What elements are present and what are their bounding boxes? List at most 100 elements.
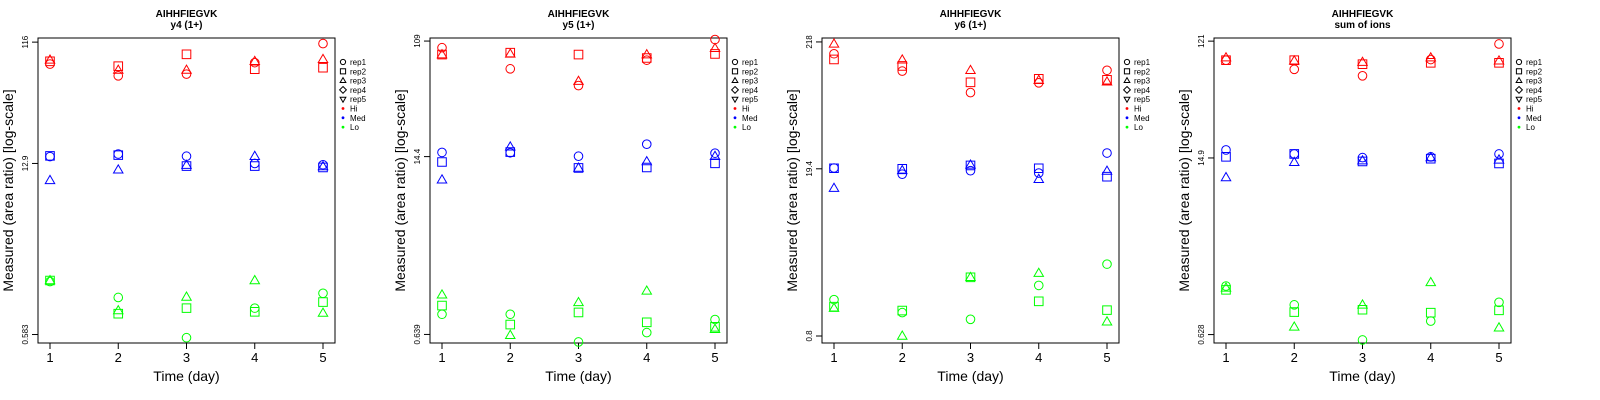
data-point <box>1220 171 1232 182</box>
data-point <box>504 329 516 339</box>
data-point <box>1289 300 1300 310</box>
data-point <box>1102 305 1112 315</box>
data-point <box>641 284 653 295</box>
y-tick-label: 0.583 <box>21 324 30 345</box>
legend-marker <box>733 116 737 120</box>
data-point <box>641 48 653 59</box>
legend-label: Med <box>350 114 366 123</box>
data-point <box>1494 58 1504 68</box>
legend-label: rep1 <box>742 58 759 67</box>
data-point <box>181 303 192 313</box>
legend-label: rep5 <box>1134 95 1151 104</box>
legend-marker <box>730 85 740 94</box>
x-tick-label: 5 <box>1103 350 1110 365</box>
legend-marker <box>1123 96 1131 104</box>
legend-marker <box>1125 125 1129 129</box>
data-point <box>965 314 976 325</box>
legend-marker <box>733 107 737 110</box>
data-point <box>1356 56 1369 66</box>
x-tick-label: 2 <box>115 350 122 365</box>
legend-label: rep2 <box>350 67 367 76</box>
data-point <box>317 53 329 64</box>
data-point <box>965 77 976 88</box>
data-point <box>249 55 261 66</box>
x-tick-label: 3 <box>1359 350 1366 365</box>
legend-label: rep2 <box>742 67 759 76</box>
legend-label: rep1 <box>1134 58 1151 67</box>
data-point <box>828 182 840 192</box>
data-point <box>829 163 839 173</box>
legend-label: Hi <box>1526 105 1534 114</box>
legend-label: Hi <box>350 105 358 114</box>
data-point <box>1102 259 1112 269</box>
data-point <box>709 42 721 53</box>
data-point <box>318 288 328 299</box>
legend-marker <box>1125 107 1129 110</box>
legend-marker <box>341 125 345 129</box>
y-tick-label: 0.639 <box>413 324 422 345</box>
x-tick-label: 2 <box>1291 350 1298 365</box>
data-point <box>828 37 840 48</box>
legend-label: rep3 <box>1134 77 1151 86</box>
legend-marker <box>341 107 345 110</box>
legend-marker <box>1514 85 1524 94</box>
legend-marker <box>1517 107 1521 110</box>
data-point <box>1102 65 1112 76</box>
data-point <box>505 309 516 320</box>
data-point <box>965 87 976 98</box>
data-point <box>113 71 124 81</box>
data-point <box>44 174 56 185</box>
data-point <box>249 158 260 169</box>
legend-marker <box>731 76 739 84</box>
data-point <box>896 330 908 340</box>
data-point <box>1033 280 1044 291</box>
y-tick-label: 121 <box>1197 34 1206 48</box>
data-point <box>1493 153 1505 164</box>
data-point <box>44 54 56 64</box>
legend-marker <box>1517 116 1521 120</box>
data-point <box>1289 64 1300 75</box>
data-point <box>829 54 839 65</box>
legend-marker <box>1515 96 1523 104</box>
x-tick-label: 2 <box>899 350 906 365</box>
data-point <box>1357 335 1368 345</box>
legend-marker <box>1517 125 1521 129</box>
x-axis-label: Time (day) <box>937 368 1003 384</box>
data-point <box>1425 54 1436 65</box>
data-point <box>1033 296 1044 307</box>
data-point <box>1425 51 1437 62</box>
data-point <box>505 64 516 74</box>
data-point <box>1357 70 1368 81</box>
legend-marker <box>341 116 345 120</box>
y-tick-label: 218 <box>805 35 814 49</box>
data-point <box>1494 305 1504 316</box>
legend-label: rep4 <box>1526 86 1543 95</box>
data-point <box>1357 304 1368 315</box>
data-point <box>1288 321 1300 331</box>
data-point <box>181 151 192 162</box>
plot-frame <box>37 37 336 344</box>
data-point <box>112 64 124 74</box>
chart-subtitle: y5 (1+) <box>563 20 595 31</box>
data-point <box>1288 156 1300 166</box>
x-tick-label: 1 <box>1222 350 1229 365</box>
x-axis-label: Time (day) <box>1329 368 1395 384</box>
legend-marker <box>1125 116 1129 120</box>
data-point <box>1101 75 1113 86</box>
data-point <box>829 163 839 174</box>
legend-label: rep5 <box>1526 95 1543 104</box>
x-tick-label: 4 <box>643 350 650 365</box>
chart-title: AIHHFIEGVK <box>940 9 1002 20</box>
x-tick-label: 5 <box>1495 350 1502 365</box>
data-point <box>113 292 124 303</box>
legend-marker <box>1123 68 1131 75</box>
data-point <box>113 308 124 319</box>
x-tick-label: 1 <box>438 350 445 365</box>
chart-subtitle: y4 (1+) <box>171 20 203 31</box>
data-point <box>112 304 124 315</box>
